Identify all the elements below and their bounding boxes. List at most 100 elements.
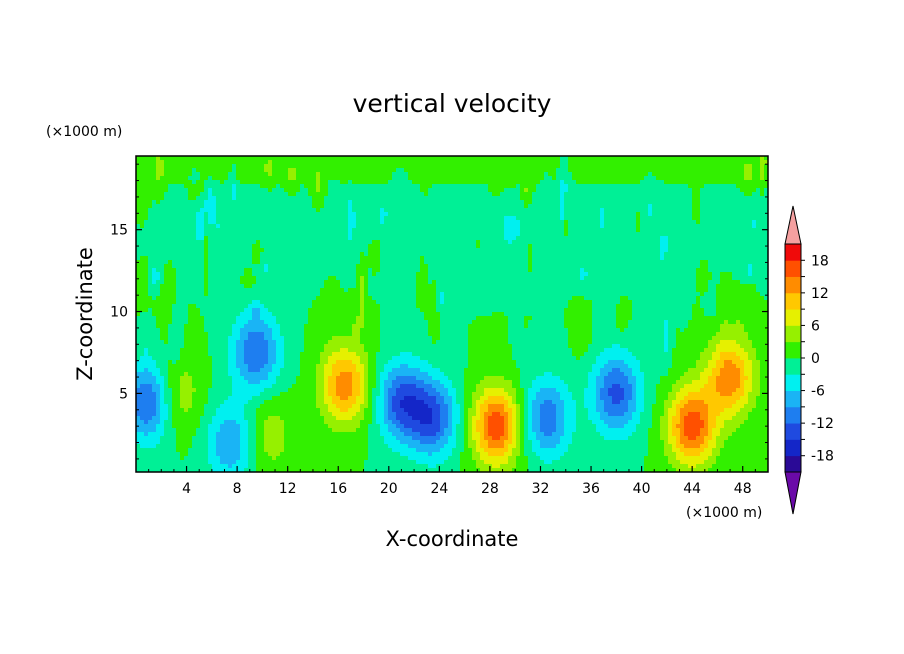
field-cell [488, 216, 493, 221]
field-cell [148, 176, 153, 181]
field-cell [748, 200, 753, 205]
field-cell [420, 268, 425, 273]
field-cell [616, 268, 621, 273]
field-cell [484, 228, 489, 233]
field-cell [680, 164, 685, 169]
field-cell [268, 272, 273, 277]
field-cell [352, 188, 357, 193]
field-cell [736, 252, 741, 257]
field-cell [156, 220, 161, 225]
field-cell [756, 212, 761, 217]
field-cell [624, 264, 629, 269]
field-cell [632, 232, 637, 237]
field-cell [724, 212, 729, 217]
field-cell [376, 220, 381, 225]
field-cell [348, 180, 353, 185]
field-cell [732, 204, 737, 209]
field-cell [720, 156, 725, 161]
field-cell [188, 232, 193, 237]
field-cell [492, 236, 497, 241]
field-cell [204, 180, 209, 185]
field-cell [524, 260, 529, 265]
field-cell [604, 184, 609, 189]
field-cell [512, 236, 517, 241]
field-cell [660, 212, 665, 217]
field-cell [264, 204, 269, 209]
field-cell [156, 160, 161, 165]
field-cell [668, 164, 673, 169]
field-cell [528, 216, 533, 221]
field-cell [416, 228, 421, 233]
field-cell [336, 168, 341, 173]
field-cell [156, 236, 161, 241]
field-cell [736, 220, 741, 225]
field-cell [408, 164, 413, 169]
field-cell [656, 268, 661, 273]
field-cell [476, 244, 481, 249]
field-cell [452, 164, 457, 169]
field-cell [616, 248, 621, 253]
field-cell [540, 232, 545, 237]
field-cell [196, 212, 201, 217]
field-cell [288, 260, 293, 265]
field-cell [228, 164, 233, 169]
field-cell [528, 248, 533, 253]
field-cell [416, 156, 421, 161]
field-cell [160, 180, 165, 185]
field-cell [152, 260, 157, 265]
field-cell [520, 204, 525, 209]
field-cell [592, 244, 597, 249]
field-cell [568, 204, 573, 209]
field-cell [500, 240, 505, 245]
field-cell [456, 180, 461, 185]
field-cell [284, 192, 289, 197]
field-cell [420, 256, 425, 261]
field-cell [440, 184, 445, 189]
field-cell [384, 212, 389, 217]
field-cell [220, 272, 225, 277]
field-cell [268, 280, 273, 285]
field-cell [460, 232, 465, 237]
field-cell [240, 212, 245, 217]
field-cell [384, 244, 389, 249]
field-cell [644, 276, 649, 281]
field-cell [564, 260, 569, 265]
field-cell [548, 172, 553, 177]
field-cell [580, 252, 585, 257]
field-cell [324, 260, 329, 265]
field-cell [304, 248, 309, 253]
field-cell [628, 252, 633, 257]
field-cell [408, 228, 413, 233]
field-cell [236, 164, 241, 169]
field-cell [420, 192, 425, 197]
field-cell [328, 196, 333, 201]
field-cell [672, 176, 677, 181]
field-cell [700, 264, 705, 269]
field-cell [296, 164, 301, 169]
field-cell [188, 164, 193, 169]
field-cell [404, 204, 409, 209]
field-cell [192, 168, 197, 173]
field-cell [560, 244, 565, 249]
field-cell [612, 252, 617, 257]
field-cell [580, 168, 585, 173]
field-cell [700, 200, 705, 205]
field-cell [716, 168, 721, 173]
field-cell [432, 176, 437, 181]
field-cell [668, 272, 673, 277]
field-cell [364, 184, 369, 189]
field-cell [308, 256, 313, 261]
field-cell [396, 228, 401, 233]
field-cell [524, 204, 529, 209]
field-cell [556, 156, 561, 161]
field-cell [512, 172, 517, 177]
field-cell [448, 156, 453, 161]
field-cell [360, 232, 365, 237]
field-cell [712, 236, 717, 241]
field-cell [656, 216, 661, 221]
field-cell [636, 212, 641, 217]
field-cell [348, 220, 353, 225]
field-cell [536, 156, 541, 161]
field-cell [572, 188, 577, 193]
field-cell [752, 236, 757, 241]
